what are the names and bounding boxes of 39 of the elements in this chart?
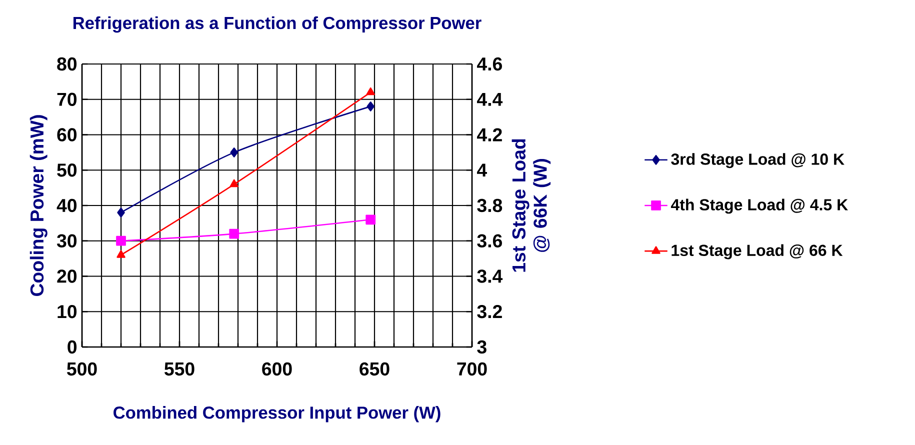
y2-tick-label: 4.6 (477, 57, 502, 71)
x-tick-label: 550 (164, 362, 194, 376)
y2-tick-label: 3.8 (477, 198, 502, 212)
legend-label: 3rd Stage Load @ 10 K (671, 153, 844, 168)
y2-tick-label: 3.2 (477, 304, 502, 318)
x-axis-title: Combined Compressor Input Power (W) (114, 406, 440, 422)
point (229, 228, 240, 239)
x-tick-label: 600 (262, 362, 292, 376)
point (116, 236, 126, 246)
legend-label: 1st Stage Load @ 66 K (672, 244, 843, 260)
y2-tick-label: 4 (477, 164, 487, 177)
y-tick-label: 70 (57, 92, 77, 106)
point (117, 208, 125, 218)
y-axis-title: Cooling Power (mW) (30, 115, 48, 296)
y-tick-label: 40 (56, 198, 77, 212)
y-tick-label: 80 (57, 57, 77, 71)
point (366, 87, 375, 96)
y2-tick-label: 4.2 (477, 128, 502, 142)
y-tick-label: 20 (57, 270, 77, 283)
y2-tick-label: 4.4 (477, 92, 503, 106)
point (116, 250, 126, 258)
y2-tick-label: 3.6 (477, 234, 502, 248)
y2-axis-title: 1st Stage Load @ 66K (W) (512, 139, 551, 272)
chart-title: Refrigeration as a Function of Compressor Power (73, 16, 482, 33)
x-tick-label: 650 (360, 362, 390, 376)
y2-tick-label: 3 (477, 340, 486, 354)
point (366, 102, 374, 112)
legend-label: 4th Stage Load @ 4.5 K (670, 198, 848, 214)
y-tick-label: 60 (57, 128, 77, 142)
y2-tick-label: 3.4 (477, 270, 503, 283)
point (230, 179, 238, 188)
x-tick-label: 700 (457, 362, 487, 376)
y-tick-label: 30 (56, 234, 77, 248)
y-tick-label: 10 (58, 304, 77, 318)
y-tick-label: 0 (68, 340, 77, 354)
point (230, 147, 238, 158)
point (366, 214, 376, 225)
y-tick-label: 50 (57, 163, 77, 177)
x-tick-label: 500 (67, 362, 97, 376)
